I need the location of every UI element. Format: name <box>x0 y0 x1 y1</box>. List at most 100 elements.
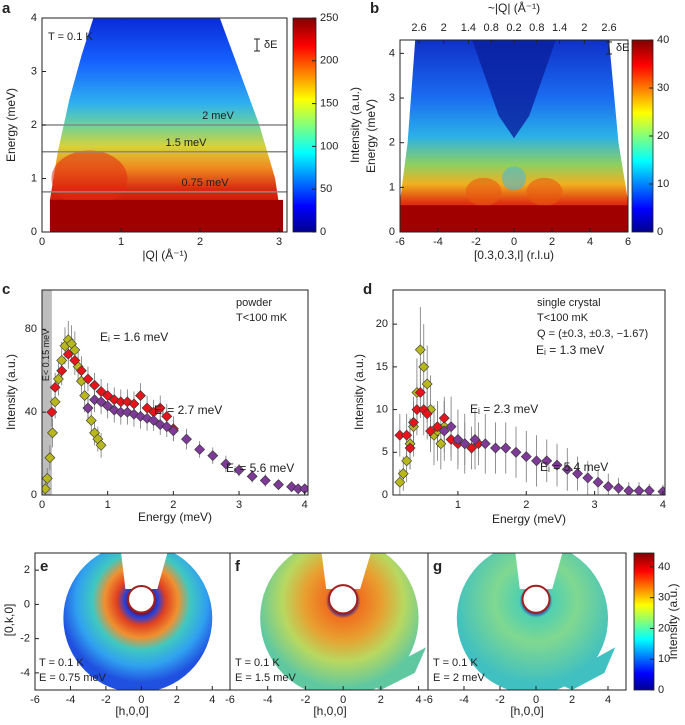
resolution-bar <box>606 41 612 55</box>
x-tick-label: 2 <box>549 236 555 248</box>
data-point <box>401 455 413 467</box>
data-point <box>246 470 258 482</box>
data-point <box>445 421 457 433</box>
y-tick-label: 5 <box>382 446 388 458</box>
x2-tick-label: 0.2 <box>506 22 521 34</box>
data-point <box>431 421 443 433</box>
data-point <box>421 378 433 390</box>
x-tick-label: 0 <box>533 694 539 706</box>
data-point <box>44 452 56 464</box>
heatmap-hole <box>521 584 551 614</box>
heatmap-notch <box>321 553 371 589</box>
heatmap-image <box>456 553 608 690</box>
x-tick-label: -6 <box>395 236 405 248</box>
legend-label: Eᵢ = 5.4 meV <box>540 460 608 474</box>
colorbar-tick-label: 100 <box>320 140 338 152</box>
data-point <box>220 458 232 470</box>
reference-label: 0.75 meV <box>181 177 229 189</box>
y-tick-label: 0 <box>31 489 37 501</box>
y-tick-label: 40 <box>25 406 37 418</box>
x-tick-label: -2 <box>495 694 505 706</box>
colorbar <box>633 552 655 691</box>
data-point <box>561 463 573 475</box>
colorbar-label: Intensity (a.u.) <box>348 87 362 163</box>
colorbar-tick-label: 200 <box>320 55 338 67</box>
legend-label: Eᵢ = 2.7 meV <box>154 403 222 417</box>
data-point <box>414 387 426 398</box>
x-axis-label: [0.3,0.3,l] (r.l.u) <box>474 248 554 262</box>
panel-letter: f <box>235 558 241 575</box>
data-point <box>62 348 74 360</box>
colorbar-tick-label: 40 <box>658 561 670 573</box>
data-point <box>69 354 81 366</box>
heatmap-notch <box>121 553 168 589</box>
x-tick-label: 0 <box>340 694 346 706</box>
resolution-bar <box>254 38 260 52</box>
colorbar-tick-label: 50 <box>320 183 332 195</box>
legend-label: Eᵢ = 1.3 meV <box>536 343 604 357</box>
data-point <box>56 365 68 377</box>
x-tick-label: -4 <box>263 694 273 706</box>
data-point <box>42 483 51 495</box>
panel-letter: a <box>2 0 11 17</box>
panel-letter: b <box>370 0 379 17</box>
data-point <box>148 415 160 426</box>
colorbar-tick-label: 30 <box>657 82 669 94</box>
data-point <box>181 433 192 445</box>
x-tick-label: -2 <box>101 694 111 706</box>
y-axis-label: Energy (meV) <box>4 88 18 162</box>
data-point <box>49 396 61 408</box>
data-point <box>47 427 58 439</box>
plot-area <box>42 290 308 495</box>
x-tick-label: 2 <box>569 694 575 706</box>
plot-area <box>260 553 427 690</box>
data-point <box>49 381 61 393</box>
data-point <box>167 425 179 437</box>
annotation: powder <box>236 297 272 309</box>
y-tick-label: -4 <box>20 667 30 679</box>
heatmap-image <box>554 647 616 690</box>
data-point <box>82 373 94 385</box>
x2-tick-label: 2 <box>581 22 587 34</box>
x-tick-label: 2 <box>174 694 180 706</box>
data-point <box>479 438 491 450</box>
x-tick-label: 4 <box>209 694 215 706</box>
data-point <box>469 434 481 445</box>
data-point <box>531 455 542 467</box>
colorbar-tick-label: 0 <box>320 226 326 238</box>
data-point <box>102 400 114 412</box>
x-tick-label: 2 <box>170 499 176 511</box>
x-tick-label: 0 <box>511 236 517 248</box>
heatmap-notch <box>515 553 563 589</box>
y-axis-label: Intensity (a.u.) <box>4 354 18 430</box>
legend-label: Eᵢ = 2.3 meV <box>470 402 538 416</box>
y-tick-label: 1 <box>389 181 395 193</box>
y-tick-label: 4 <box>389 47 395 59</box>
x-tick-label: -4 <box>66 694 76 706</box>
annotation: single crystal <box>537 297 601 309</box>
heatmap-dip <box>502 166 526 191</box>
reference-label: 2 meV <box>202 110 234 122</box>
panel-letter: d <box>363 281 372 298</box>
colorbar-tick-label: 20 <box>657 130 669 142</box>
y-tick-label: 3 <box>389 92 395 104</box>
annotation: E = 2 meV <box>433 672 485 684</box>
y-tick-label: 0 <box>382 489 388 501</box>
data-point <box>121 406 133 418</box>
data-point <box>95 396 107 408</box>
data-point <box>490 442 501 454</box>
y-tick-label: 2 <box>389 137 395 149</box>
data-point <box>438 412 450 424</box>
x-tick-label: 2 <box>197 236 203 248</box>
annotation: T<100 mK <box>537 312 589 324</box>
colorbar-tick-label: 0 <box>658 684 664 696</box>
data-point <box>207 450 219 462</box>
y-tick-label: 80 <box>25 323 37 335</box>
y-axis-label: Energy (meV) <box>364 99 378 173</box>
data-point <box>592 476 604 488</box>
colorbar-tick-label: 30 <box>658 592 670 604</box>
x-tick-label: 0 <box>39 236 45 248</box>
x-tick-label: 3 <box>236 499 242 511</box>
x-tick-label: 2 <box>523 499 529 511</box>
